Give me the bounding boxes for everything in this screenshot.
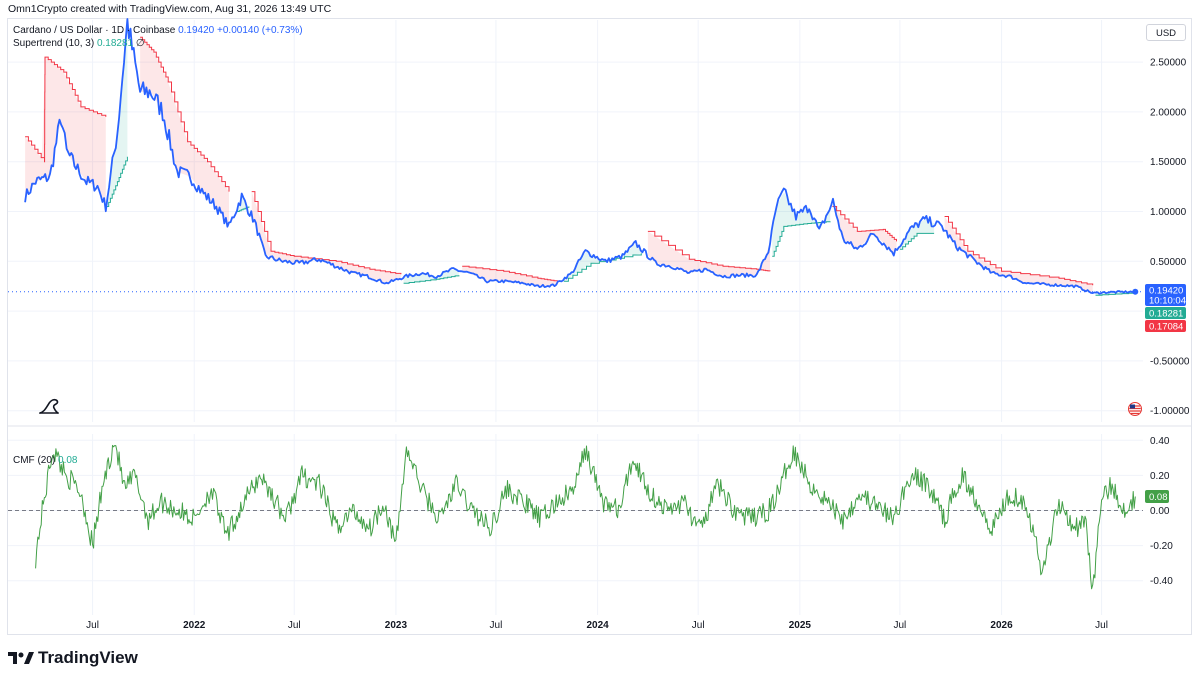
supertrend-label: Supertrend (10, 3) bbox=[13, 38, 95, 49]
x-tick-label: Jul bbox=[1095, 620, 1108, 631]
supertrend-line-up bbox=[106, 156, 128, 207]
price-series-line bbox=[24, 18, 1136, 295]
x-tick-label: Jul bbox=[288, 620, 301, 631]
price-tag-countdown: 10:10:04 bbox=[1149, 296, 1186, 307]
cmf-value: 0.08 bbox=[58, 455, 78, 466]
y-tick-label: 0.50000 bbox=[1150, 257, 1187, 268]
supertrend-line-down bbox=[140, 36, 230, 192]
chart-credit: Omn1Crypto created with TradingView.com,… bbox=[8, 3, 332, 15]
supertrend-fill-up bbox=[106, 22, 128, 207]
supertrend-fill-down bbox=[647, 231, 770, 277]
supertrend-fill-up bbox=[772, 192, 831, 257]
axes: Jul 2022 Jul 2023 Jul 2024 Jul 2025 Jul 2026 Jul 2.… bbox=[86, 58, 1190, 631]
y-tick-label: 0.00 bbox=[1150, 506, 1170, 517]
x-tick-label: Jul bbox=[86, 620, 99, 631]
cmf-legend[interactable]: CMF (20) 0.08 bbox=[13, 455, 77, 466]
price-pane[interactable] bbox=[8, 18, 1143, 296]
x-tick-label: 2026 bbox=[990, 620, 1013, 631]
price-tag-label: 0.17084 bbox=[1149, 322, 1183, 333]
supertrend-line-up bbox=[899, 232, 935, 250]
price-tag bbox=[1145, 284, 1186, 306]
us-flag-icon[interactable] bbox=[1128, 402, 1142, 416]
supertrend-line-down bbox=[832, 206, 897, 242]
symbol-title: Cardano / US Dollar · 1D · Coinbase bbox=[13, 25, 176, 36]
last-price: 0.19420 bbox=[178, 25, 215, 36]
supertrend-line-down bbox=[944, 216, 1094, 286]
supertrend-fill-up bbox=[899, 219, 935, 250]
supertrend-line-up bbox=[403, 275, 460, 284]
cmf-pane[interactable] bbox=[8, 444, 1143, 590]
y-tick-label: -1.00000 bbox=[1150, 406, 1190, 417]
supertrend-line-up bbox=[1095, 292, 1136, 296]
y-tick-label: 0.20 bbox=[1150, 471, 1170, 482]
price-tag-label: 0.19420 bbox=[1149, 286, 1183, 297]
supertrend-line-down bbox=[25, 56, 107, 163]
x-tick-label: Jul bbox=[692, 620, 705, 631]
cmf-label: CMF (20) bbox=[13, 455, 56, 466]
supertrend-value: 0.18281 bbox=[96, 38, 134, 49]
x-tick-label: 2022 bbox=[183, 620, 206, 631]
grid bbox=[8, 20, 1192, 615]
supertrend-line-down bbox=[462, 265, 558, 282]
currency-button[interactable]: USD bbox=[1146, 24, 1186, 41]
supertrend-line-down bbox=[647, 230, 771, 272]
y-tick-label: 1.00000 bbox=[1150, 207, 1187, 218]
brand-name: TradingView bbox=[38, 648, 138, 667]
x-tick-label: Jul bbox=[490, 620, 503, 631]
x-tick-label: 2023 bbox=[385, 620, 408, 631]
hide-icon[interactable]: ∅ bbox=[135, 38, 145, 49]
cmf-series-line bbox=[35, 444, 1136, 590]
dino-icon[interactable] bbox=[38, 396, 60, 416]
y-tick-label: 1.50000 bbox=[1150, 157, 1187, 168]
price-tag bbox=[1145, 320, 1186, 332]
supertrend-fill-down bbox=[462, 266, 558, 287]
supertrend-fill-down bbox=[251, 191, 401, 283]
y-tick-label: 2.00000 bbox=[1150, 107, 1187, 118]
price-change: +0.00140 (+0.73%) bbox=[217, 25, 303, 36]
price-tag-label: 0.18281 bbox=[1149, 309, 1183, 320]
y-tick-label: -0.40 bbox=[1150, 576, 1173, 587]
supertrend-legend[interactable]: Supertrend (10, 3) 0.18281 ∅ bbox=[13, 38, 145, 49]
price-tag bbox=[1145, 307, 1186, 319]
supertrend-line-up bbox=[772, 221, 831, 257]
x-tick-label: 2025 bbox=[789, 620, 812, 631]
supertrend-fill-down bbox=[140, 37, 229, 227]
cmf-value-tag-label: 0.08 bbox=[1149, 492, 1168, 503]
y-tick-label: 0.40 bbox=[1150, 436, 1170, 447]
cmf-value-tag bbox=[1145, 489, 1169, 503]
chart-frame bbox=[7, 18, 1192, 635]
symbol-legend: Cardano / US Dollar · 1D · Coinbase 0.19… bbox=[13, 25, 303, 36]
supertrend-line-up bbox=[563, 253, 642, 282]
y-tick-label: 2.50000 bbox=[1150, 58, 1187, 69]
supertrend-fill-down bbox=[832, 202, 897, 254]
supertrend-fill-up bbox=[563, 244, 642, 282]
tradingview-logo[interactable]: TradingView bbox=[8, 648, 138, 668]
last-price-dot bbox=[1132, 288, 1139, 295]
tradingview-logo-icon bbox=[8, 652, 34, 664]
x-tick-label: Jul bbox=[893, 620, 906, 631]
y-tick-label: -0.20 bbox=[1150, 541, 1173, 552]
x-tick-label: 2024 bbox=[586, 620, 609, 631]
y-tick-label: -0.50000 bbox=[1150, 356, 1190, 367]
